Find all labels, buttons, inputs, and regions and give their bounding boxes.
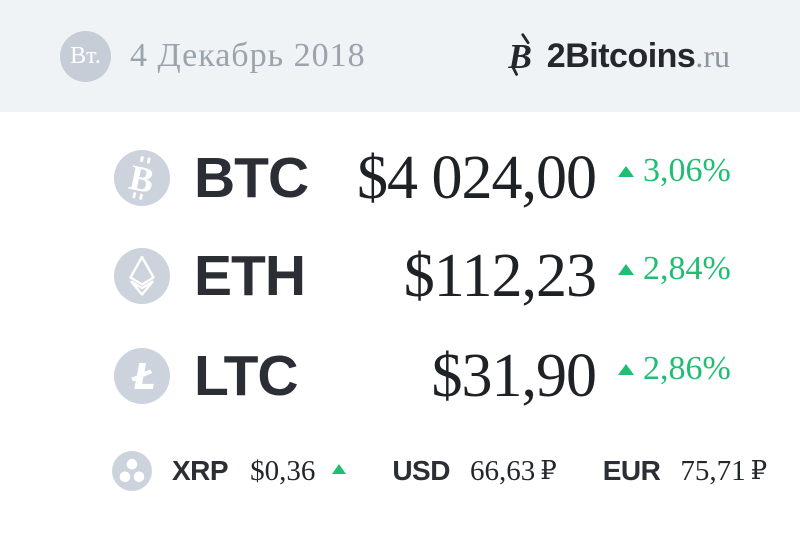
coin-change: 2,86% <box>618 350 731 388</box>
secondary-rates-row: XRP $0,36 USD 66,63 ₽ EUR 75,71 ₽ <box>112 447 767 495</box>
logo-name: 2Bitcoins <box>546 36 696 75</box>
change-percent: 2,86% <box>643 350 731 387</box>
coin-row-eth: ETH $112,23 2,84% <box>114 230 731 322</box>
eur-rate: 75,71 <box>680 454 746 487</box>
ripple-icon <box>112 451 152 491</box>
coin-change: 2,84% <box>618 250 731 288</box>
bitcoin-icon: B <box>114 150 170 206</box>
weekday-badge: Вт. <box>60 31 111 82</box>
header-bar: Вт. 4 Декабрь 2018 B 2Bitcoins .ru <box>0 0 800 112</box>
coin-price: $31,90 <box>431 341 598 410</box>
coin-change: 3,06% <box>618 152 731 190</box>
up-arrow-icon <box>618 165 634 177</box>
fiat-code-usd: USD <box>392 455 450 486</box>
site-logo[interactable]: B 2Bitcoins .ru <box>506 0 730 112</box>
coin-price: $4 024,00 <box>357 143 597 212</box>
coin-price: $112,23 <box>403 241 597 310</box>
up-arrow-icon <box>618 363 634 375</box>
bitcoin-glyph-icon: B <box>507 33 532 76</box>
ticker-label-xrp: XRP <box>172 455 229 486</box>
usd-rate: 66,63 <box>469 454 536 487</box>
coin-row-btc: B BTC $4 024,00 3,06% <box>114 132 731 224</box>
fiat-code-eur: EUR <box>602 455 661 486</box>
litecoin-icon: Ł <box>114 348 170 404</box>
logo-tld: .ru <box>695 37 730 74</box>
weekday-label: Вт. <box>70 43 101 69</box>
change-percent: 2,84% <box>643 250 731 287</box>
ticker-label: ETH <box>194 244 306 308</box>
svg-text:Ł: Ł <box>131 357 156 398</box>
ruble-sign: ₽ <box>750 456 768 486</box>
ruble-sign: ₽ <box>540 456 557 486</box>
up-arrow-icon <box>618 263 634 275</box>
change-percent: 3,06% <box>643 152 731 189</box>
ethereum-icon <box>114 248 170 304</box>
ticker-label: LTC <box>194 344 299 408</box>
date-text: 4 Декабрь 2018 <box>130 37 366 74</box>
ticker-label: BTC <box>194 146 309 210</box>
xrp-price: $0,36 <box>250 454 316 487</box>
coin-row-ltc: Ł LTC $31,90 2,86% <box>114 330 731 422</box>
up-arrow-icon <box>332 464 347 474</box>
